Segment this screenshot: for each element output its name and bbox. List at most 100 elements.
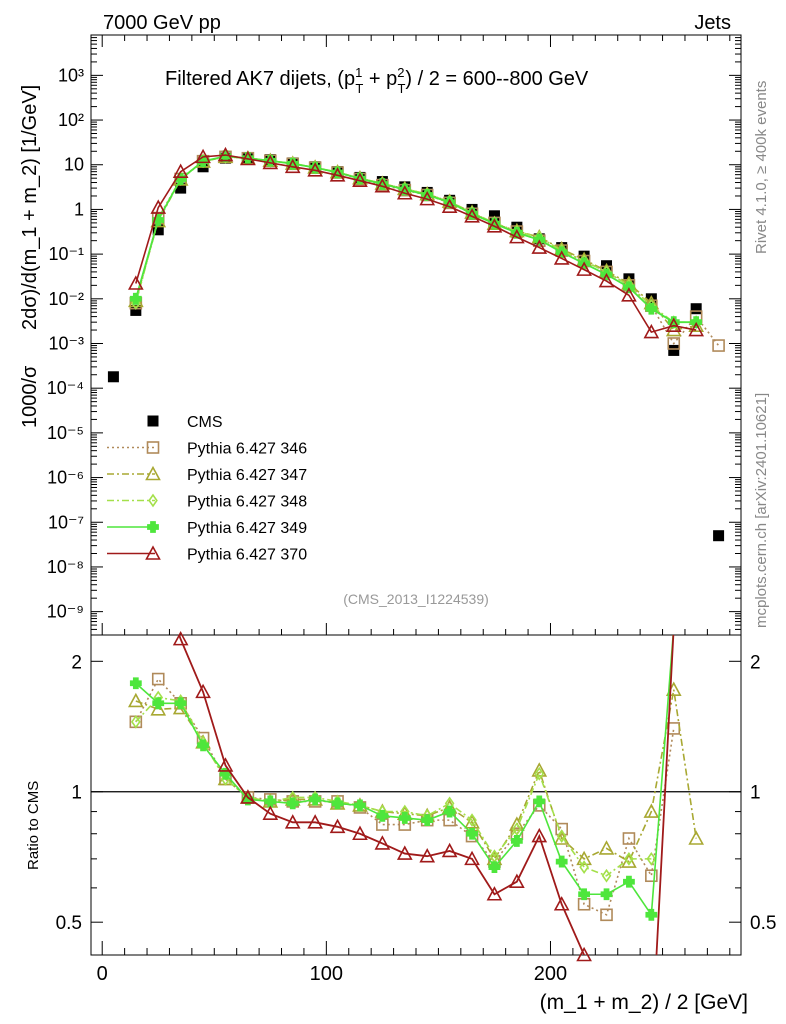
legend-label: Pythia 6.427 349	[187, 520, 307, 537]
main-pythia-6-427-349-point	[466, 207, 478, 220]
ratio-pythia-6-427-370-line	[178, 635, 675, 955]
ratio-pythia-6-427-370-point	[576, 946, 592, 962]
ratio-pythia-6-427-349-point	[376, 809, 389, 822]
y-tick-label: 10⁻¹	[48, 244, 84, 264]
main-pythia-6-427-370-point	[240, 150, 256, 166]
legend-label: Pythia 6.427 347	[187, 467, 307, 484]
main-cms-point	[690, 303, 702, 315]
main-pythia-6-427-370-point	[262, 154, 279, 170]
y-tick-label: 10³	[58, 65, 84, 85]
main-cms-point	[175, 182, 187, 194]
main-pythia-6-427-370-point	[688, 321, 705, 337]
title-sup1: 1	[355, 65, 362, 80]
ratio-pythia-6-427-347-point	[688, 830, 705, 845]
main-pythia-6-427-370-point	[127, 275, 144, 290]
ratio-pythia-6-427-349-point	[510, 835, 523, 847]
ratio-pythia-6-427-349-point	[555, 855, 568, 868]
mcplots-label: mcplots.cern.ch [arXiv:2401.10621]	[753, 393, 770, 628]
y-tick-label: 10⁻⁶	[47, 468, 84, 488]
y-tick-label: 10⁻⁴	[47, 378, 84, 398]
y-tick-label: 10⁻⁵	[47, 423, 84, 443]
ratio-pythia-6-427-348-point	[601, 868, 612, 883]
ratio-pythia-6-427-370-point	[172, 630, 189, 646]
rivet-label: Rivet 4.1.0, ≥ 400k events	[753, 81, 770, 254]
ratio-ylabel: Ratio to CMS	[25, 781, 42, 870]
main-cms-point	[107, 371, 119, 383]
ratio-plot-frame	[90, 634, 742, 956]
main-series	[107, 146, 725, 542]
ratio-pythia-6-427-348-point	[624, 851, 634, 866]
y-tick-label: 1	[74, 199, 84, 219]
ratio-y-tick-label-right: 1	[750, 783, 761, 804]
main-ylabel-a: 1000/σ	[19, 365, 41, 428]
ratio-pythia-6-427-347-point	[598, 840, 615, 855]
legend-marker	[147, 521, 159, 533]
ratio-pythia-6-427-349-point	[578, 888, 591, 901]
main-pythia-6-427-370-point	[598, 272, 615, 288]
main-pythia-6-427-370-point	[643, 323, 660, 339]
ratio-axes: 0.5 0.5 1 1 2 2 0 100 200	[56, 652, 777, 985]
legend-label: Pythia 6.427 370	[187, 547, 307, 564]
ratio-pythia-6-427-346-point	[622, 832, 636, 845]
main-pythia-6-427-370-point	[665, 317, 682, 333]
ratio-pythia-6-427-346-point	[151, 672, 165, 686]
main-pythia-6-427-349-point	[129, 292, 142, 305]
header-right: Jets	[694, 12, 731, 34]
main-pythia-6-427-347-point	[688, 317, 705, 333]
ratio-pythia-6-427-370-point	[195, 683, 211, 699]
legend-label: Pythia 6.427 346	[187, 441, 307, 458]
main-pythia-6-427-349-point	[488, 217, 501, 230]
ratio-pythia-6-427-347-point	[643, 803, 660, 818]
main-pythia-6-427-370-point	[553, 250, 570, 265]
ratio-pythia-6-427-349-point	[466, 827, 478, 840]
main-cms-point	[668, 344, 680, 356]
main-plot: 10⁻⁹ 10⁻⁸ 10⁻⁷ 10⁻⁶ 10⁻⁵ 10⁻⁴ 10⁻³ 10⁻² 10⁻¹ 1 10 1…	[19, 34, 742, 636]
legend-label: Pythia 6.427 348	[187, 494, 307, 511]
main-pythia-6-427-370-point	[509, 228, 525, 244]
ratio-y-tick-label-right: 2	[750, 652, 761, 673]
main-pythia-6-427-346-point	[712, 339, 725, 352]
main-pythia-6-427-349-point	[354, 172, 366, 185]
ratio-pythia-6-427-370-point	[307, 814, 323, 829]
main-pythia-6-427-370-point	[284, 158, 301, 174]
main-pythia-6-427-370-point	[486, 218, 503, 233]
legend-marker	[145, 545, 161, 560]
main-pythia-6-427-349-point	[286, 157, 299, 170]
ratio-pythia-6-427-370-point	[329, 818, 346, 834]
x-tick-label: 100	[310, 963, 343, 985]
main-pythia-6-427-370-point	[307, 162, 323, 177]
ratio-y-tick-label: 1	[71, 783, 82, 804]
y-tick-label: 10⁻³	[48, 333, 84, 353]
main-pythia-6-427-370-point	[441, 198, 458, 214]
main-pythia-6-427-349-point	[309, 161, 322, 174]
main-pythia-6-427-348-line	[135, 156, 697, 323]
ratio-pythia-6-427-347-point	[576, 850, 592, 866]
ratio-pythia-6-427-370-point	[352, 825, 368, 841]
watermark: (CMS_2013_I1224539)	[343, 591, 489, 607]
y-tick-label: 10⁻⁸	[47, 557, 84, 577]
main-pythia-6-427-370-point	[217, 146, 234, 162]
title-post: ) / 2 = 600--800 GeV	[405, 68, 589, 90]
ratio-pythia-6-427-347-point	[127, 692, 144, 708]
title-mid: + p	[363, 68, 397, 90]
main-pythia-6-427-370-line	[135, 154, 697, 334]
ratio-pythia-6-427-348-point	[467, 813, 477, 828]
ratio-pythia-6-427-349-line	[135, 635, 674, 918]
ratio-pythia-6-427-370-point	[262, 805, 279, 820]
ratio-pythia-6-427-348-point	[646, 851, 657, 866]
legend-marker	[147, 415, 159, 427]
x-tick-label: 0	[97, 963, 108, 985]
main-pythia-6-427-349-line	[134, 155, 697, 324]
main-axes: 10⁻⁹ 10⁻⁸ 10⁻⁷ 10⁻⁶ 10⁻⁵ 10⁻⁴ 10⁻³ 10⁻² 10⁻¹ 1 10 1…	[47, 34, 741, 636]
ratio-pythia-6-427-349-point	[354, 799, 366, 812]
title-pre: Filtered AK7 dijets, (p	[165, 68, 355, 90]
main-cms-point	[645, 293, 657, 305]
ratio-pythia-6-427-349-point	[331, 797, 344, 810]
legend-marker	[148, 493, 158, 508]
ratio-pythia-6-427-347-point	[509, 816, 525, 831]
main-pythia-6-427-347-line	[135, 156, 697, 331]
x-axis-label: (m_1 + m_2) / 2 [GeV]	[540, 991, 748, 1014]
ratio-pythia-6-427-346-point	[600, 908, 613, 922]
ratio-pythia-6-427-349-point	[398, 812, 411, 824]
ratio-pythia-6-427-348-point	[512, 822, 522, 836]
